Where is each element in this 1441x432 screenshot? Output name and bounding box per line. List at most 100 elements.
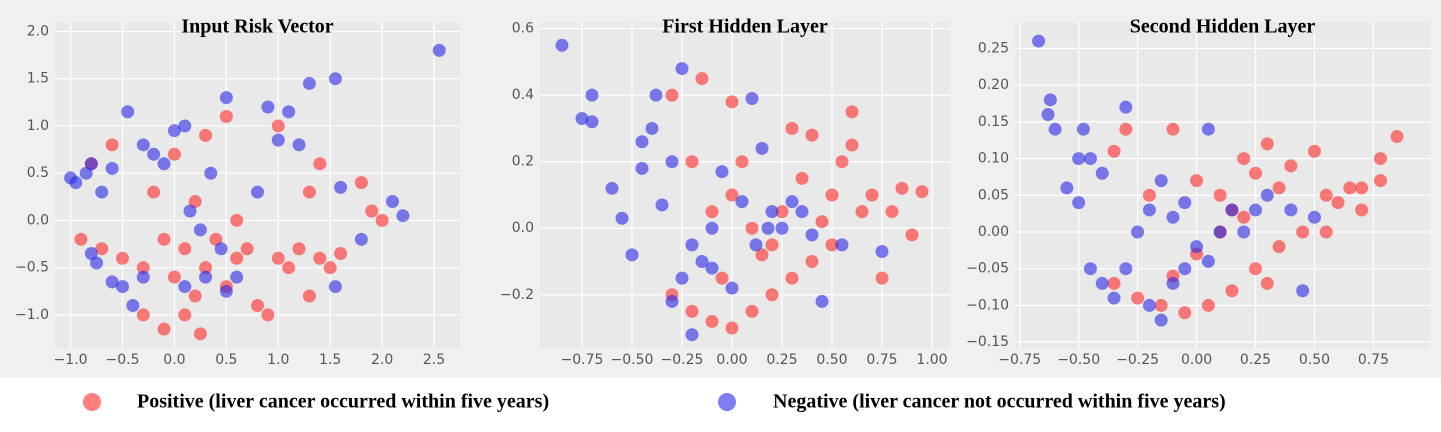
data-point	[1154, 174, 1168, 188]
data-point	[675, 62, 689, 76]
data-point	[136, 270, 150, 284]
data-point	[69, 176, 83, 190]
data-point	[625, 248, 639, 262]
data-point	[915, 185, 929, 199]
y-tick-label: −0.5	[15, 260, 49, 276]
data-point	[1260, 137, 1274, 151]
y-tick-label: −0.15	[966, 334, 1009, 350]
data-point	[1154, 298, 1168, 312]
data-point	[1076, 122, 1090, 136]
data-point	[575, 111, 589, 125]
data-point	[1083, 262, 1097, 276]
y-tick-label: 0.20	[978, 77, 1009, 93]
data-point	[157, 232, 171, 246]
data-point	[90, 256, 104, 270]
x-tick-label: −0.75	[998, 352, 1041, 368]
y-tick-label: −0.2	[500, 287, 534, 303]
data-point	[1107, 291, 1121, 305]
x-tick-label: 1.5	[319, 352, 341, 368]
data-point	[695, 255, 709, 269]
data-point	[334, 180, 348, 194]
data-point	[1355, 203, 1369, 217]
data-point	[845, 105, 859, 119]
x-tick-label: −0.25	[1116, 352, 1159, 368]
data-point	[199, 270, 213, 284]
data-point	[649, 88, 663, 102]
data-point	[105, 161, 119, 175]
data-point	[1201, 254, 1215, 268]
data-point	[157, 322, 171, 336]
data-point	[240, 242, 254, 256]
data-point	[136, 308, 150, 322]
x-tick-label: 0.5	[215, 352, 237, 368]
data-point	[725, 188, 739, 202]
data-point	[302, 289, 316, 303]
data-point	[645, 121, 659, 135]
data-point	[251, 185, 264, 199]
x-tick-label: 0.50	[1299, 352, 1330, 368]
data-point	[74, 232, 88, 246]
data-point	[126, 298, 140, 312]
data-point	[219, 91, 233, 105]
data-point	[1131, 291, 1145, 305]
data-point	[749, 238, 763, 252]
data-point	[396, 209, 410, 223]
data-point	[1307, 210, 1321, 224]
data-point	[1343, 181, 1357, 195]
x-tick-label: 0.0	[163, 352, 185, 368]
data-point	[885, 205, 899, 219]
data-point	[1260, 188, 1274, 202]
data-point	[1190, 240, 1204, 254]
y-tick-label: 1.5	[27, 71, 49, 87]
data-point	[795, 171, 809, 185]
data-point	[230, 270, 244, 284]
x-tick-label: −1.0	[54, 352, 88, 368]
data-point	[895, 181, 909, 195]
plot-background	[1015, 22, 1430, 348]
data-point	[825, 238, 839, 252]
data-point	[1355, 181, 1369, 195]
data-point	[665, 88, 679, 102]
data-point	[147, 147, 161, 161]
data-point	[302, 76, 316, 90]
data-point	[1237, 152, 1251, 166]
data-point	[765, 288, 779, 302]
data-point	[1260, 276, 1274, 290]
data-point	[665, 294, 679, 308]
data-point	[1142, 298, 1156, 312]
y-tick-label: 0.00	[978, 224, 1009, 240]
data-point	[1284, 159, 1298, 173]
data-point	[292, 242, 306, 256]
data-point	[354, 176, 368, 190]
data-point	[715, 271, 729, 285]
data-point	[785, 271, 799, 285]
data-point	[178, 242, 192, 256]
chart-title: Second Hidden Layer	[1130, 16, 1316, 38]
data-point	[761, 221, 775, 235]
data-point	[655, 198, 669, 212]
data-point	[755, 141, 769, 155]
data-point	[1307, 144, 1321, 158]
data-point	[167, 124, 181, 138]
data-point	[1190, 174, 1204, 188]
data-point	[1249, 166, 1263, 180]
x-tick-label: 0.25	[1240, 352, 1271, 368]
data-point	[1072, 152, 1086, 166]
data-point	[261, 308, 275, 322]
data-point	[745, 92, 759, 106]
data-point	[705, 314, 719, 328]
data-point	[167, 147, 181, 161]
data-point	[585, 88, 599, 102]
data-point	[183, 204, 197, 218]
data-point	[1296, 225, 1310, 239]
data-point	[875, 271, 889, 285]
plot-background	[540, 22, 950, 348]
data-point	[1296, 284, 1310, 298]
y-tick-label: 0.10	[978, 151, 1009, 167]
y-tick-label: 0.0	[512, 220, 534, 236]
y-tick-label: 0.6	[512, 21, 534, 37]
data-point	[282, 261, 296, 275]
data-point	[675, 271, 689, 285]
x-tick-label: 2.0	[371, 352, 393, 368]
x-tick-label: 0.50	[816, 352, 847, 368]
